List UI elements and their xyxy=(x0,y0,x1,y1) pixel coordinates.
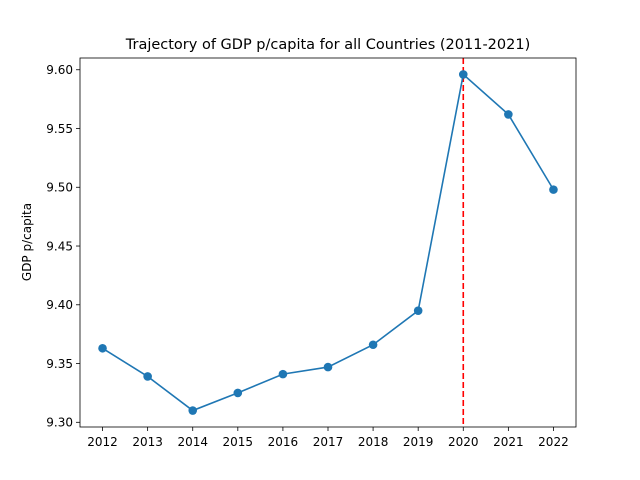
x-tick-label: 2014 xyxy=(177,435,208,449)
x-tick-label: 2013 xyxy=(132,435,163,449)
y-axis-label: GDP p/capita xyxy=(20,203,34,281)
data-point xyxy=(458,70,468,79)
x-tick-label: 2021 xyxy=(493,435,524,449)
data-point xyxy=(98,343,107,353)
data-point xyxy=(233,388,243,398)
data-point xyxy=(143,372,152,381)
data-point xyxy=(323,362,333,372)
y-tick-label: 9.50 xyxy=(46,181,73,195)
data-point xyxy=(413,306,423,315)
data-point xyxy=(504,110,513,119)
y-tick-label: 9.55 xyxy=(46,122,73,136)
x-tick-label: 2012 xyxy=(87,435,118,449)
plot-frame xyxy=(79,57,577,428)
plot-area: 2012 2013 2014 2015 2016 2017 2018 2019 2020 2021… xyxy=(46,57,577,449)
y-tick-label: 9.40 xyxy=(46,298,73,312)
x-tick-label: 2020 xyxy=(448,435,479,449)
x-tick-label: 2016 xyxy=(268,435,299,449)
x-tick-label: 2015 xyxy=(223,435,254,449)
x-tick-label: 2017 xyxy=(313,435,344,449)
data-point xyxy=(188,406,198,415)
data-point xyxy=(549,185,558,194)
data-point xyxy=(278,369,288,379)
x-tick-label: 2022 xyxy=(538,435,569,449)
y-tick-label: 9.60 xyxy=(46,63,73,77)
y-tick-label: 9.30 xyxy=(46,416,73,430)
data-point xyxy=(368,340,378,350)
y-tick-label: 9.35 xyxy=(46,357,73,371)
x-tick-label: 2019 xyxy=(403,435,434,449)
chart-title: Trajectory of GDP p/capita for all Count… xyxy=(125,37,531,53)
y-tick-label: 9.45 xyxy=(46,239,73,253)
x-tick-label: 2018 xyxy=(358,435,389,449)
